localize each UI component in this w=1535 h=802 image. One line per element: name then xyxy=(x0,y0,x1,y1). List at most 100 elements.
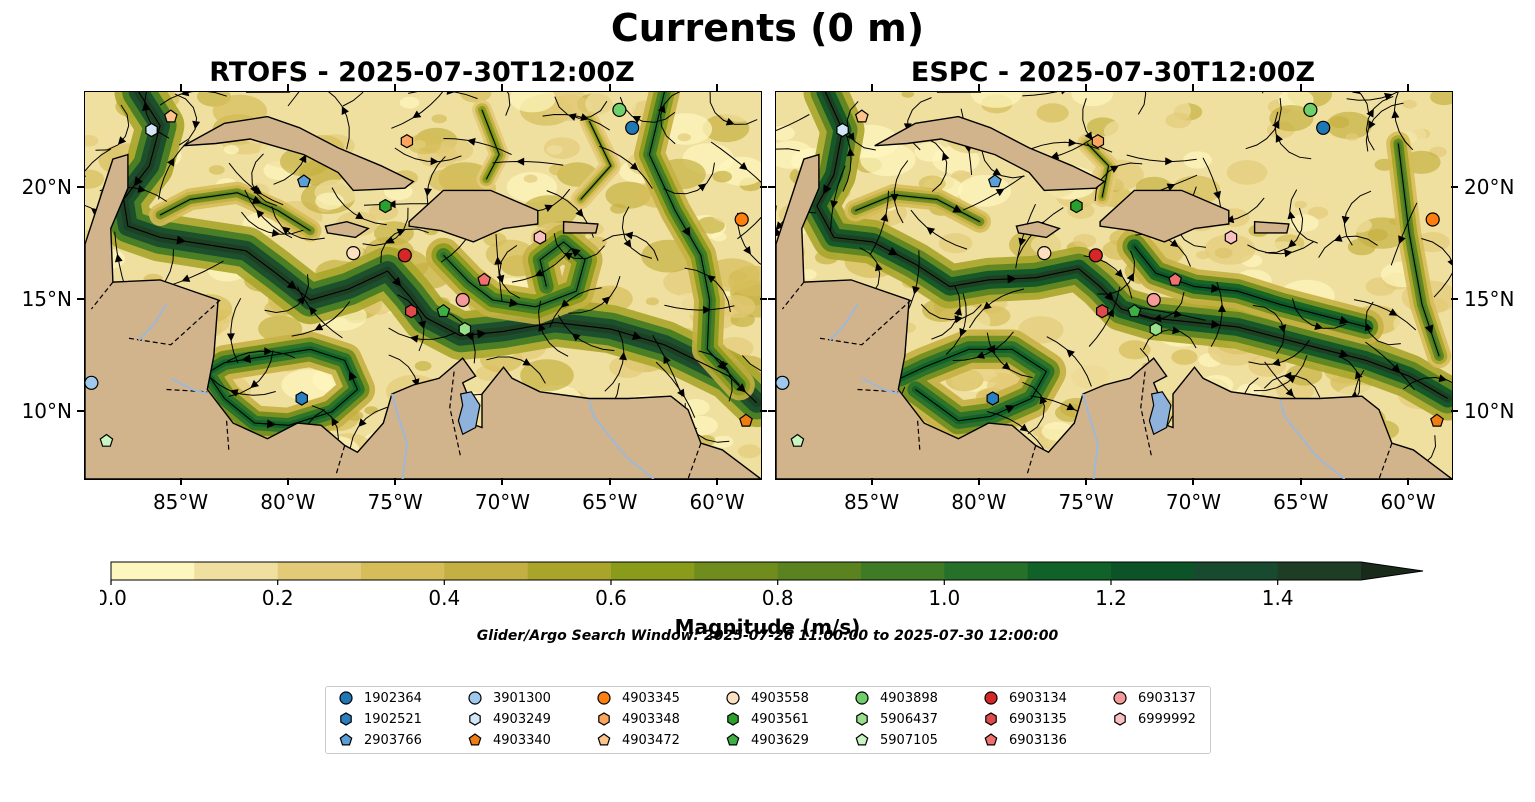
legend-marker-circle-icon xyxy=(339,691,353,705)
legend-marker-circle-icon xyxy=(726,691,740,705)
streamline xyxy=(604,330,625,392)
float-marker-1902364 xyxy=(1316,120,1331,135)
streamline-arrow xyxy=(256,209,265,219)
streamline xyxy=(144,92,170,139)
streamline xyxy=(549,287,602,328)
legend-marker xyxy=(468,733,482,746)
streamline-arrow xyxy=(1364,322,1373,332)
colorbar-tick-label: 1.4 xyxy=(1262,586,1294,605)
streamline-arrow xyxy=(880,213,889,222)
legend-label: 4903629 xyxy=(751,732,809,748)
streamline-arrow xyxy=(266,419,277,429)
streamline xyxy=(210,377,276,396)
float-marker-4903345 xyxy=(1425,212,1440,227)
legend-entry: 3901300 xyxy=(467,690,551,706)
streamline-arrow xyxy=(314,323,324,331)
colorbar-outline xyxy=(110,561,1424,581)
speed-patch xyxy=(509,92,556,113)
legend-marker-pentagon-icon xyxy=(984,733,998,746)
streamline xyxy=(443,241,586,308)
panel-title-espc: ESPC - 2025-07-30T12:00Z xyxy=(910,57,1316,88)
legend-label: 4903898 xyxy=(880,690,938,706)
streamline-arrow xyxy=(341,106,349,115)
streamline-arrow xyxy=(412,110,422,119)
y-tick-mark xyxy=(77,298,84,301)
streamline-arrow xyxy=(926,227,936,235)
colorbar-tick-label: 0.6 xyxy=(595,586,627,605)
streamline xyxy=(230,298,242,363)
speed-patch xyxy=(728,265,761,297)
colorbar-segment xyxy=(777,562,862,580)
float-marker-5906437 xyxy=(458,321,472,337)
legend-label: 6999992 xyxy=(1138,711,1196,727)
streamline-arrow xyxy=(739,162,748,171)
x-tick-mark xyxy=(394,478,397,485)
streamline xyxy=(869,190,889,256)
streamline-arrow xyxy=(271,229,281,237)
float-marker-1902364 xyxy=(625,120,640,135)
float-marker-6903134 xyxy=(397,248,412,263)
y-tick-label-left: 15°N xyxy=(21,287,72,312)
legend-entry: 6999992 xyxy=(1112,711,1196,727)
x-tick-mark-top xyxy=(1407,84,1410,91)
legend-marker xyxy=(726,733,740,746)
float-marker-4903345 xyxy=(734,212,749,227)
streamline xyxy=(698,350,733,402)
streamline xyxy=(1346,92,1399,101)
speed-patch xyxy=(717,94,761,122)
float-marker-4903348 xyxy=(1091,134,1105,149)
land-cuba xyxy=(183,115,415,192)
speed-patch xyxy=(958,175,1011,207)
streamline xyxy=(1022,92,1058,97)
float-marker-4903629 xyxy=(1127,303,1142,318)
x-tick-label: 80°W xyxy=(260,490,316,514)
float-marker-2903766 xyxy=(296,174,311,188)
streamline-arrow xyxy=(1287,210,1296,220)
streamline-arrow xyxy=(571,333,581,342)
y-tick-mark-right xyxy=(760,298,767,301)
streamline xyxy=(776,114,810,132)
float-marker-6903136 xyxy=(1168,272,1183,286)
legend-marker xyxy=(726,691,740,705)
streamline-arrow xyxy=(241,354,252,364)
legend-marker-hexagon-icon xyxy=(469,712,481,726)
streamline-arrow xyxy=(563,253,573,261)
land-cuba xyxy=(874,115,1106,192)
streamline xyxy=(905,250,920,316)
x-tick-mark xyxy=(286,478,289,485)
streamline-arrow xyxy=(133,176,143,187)
x-tick-mark xyxy=(1407,478,1410,485)
streamline xyxy=(391,92,444,129)
speed-patch xyxy=(1226,160,1268,185)
speed-patch xyxy=(1430,92,1452,106)
legend-label: 4903472 xyxy=(622,732,680,748)
speed-patch xyxy=(85,135,99,147)
streamline-arrow xyxy=(1211,319,1221,329)
colorbar-segment xyxy=(611,562,695,580)
streamline xyxy=(363,203,435,206)
colorbar-segment xyxy=(1027,562,1112,580)
land-hispaniola xyxy=(408,189,539,243)
streamline-arrow xyxy=(1388,308,1398,316)
streamline xyxy=(925,137,948,192)
speed-patch xyxy=(1036,103,1069,123)
streamline-arrow xyxy=(1104,291,1114,302)
legend-marker xyxy=(339,733,353,746)
speed-patch xyxy=(645,297,660,306)
streamline xyxy=(492,160,564,166)
streamline-arrow xyxy=(1126,272,1134,282)
legend-label: 4903348 xyxy=(622,711,680,727)
legend-marker xyxy=(598,712,610,726)
speed-patch xyxy=(711,232,727,242)
x-tick-label: 65°W xyxy=(582,490,638,514)
streamline-arrow xyxy=(1007,274,1017,284)
legend-marker-pentagon-icon xyxy=(855,733,869,746)
streamline-arrow xyxy=(1275,133,1283,143)
speed-patch xyxy=(364,406,379,415)
legend-marker xyxy=(985,712,997,726)
country-border xyxy=(90,281,114,310)
streamline xyxy=(1086,143,1110,198)
speed-patch xyxy=(951,375,976,391)
colorbar-tick-label: 0.0 xyxy=(100,586,127,605)
speed-patch xyxy=(1112,130,1160,159)
